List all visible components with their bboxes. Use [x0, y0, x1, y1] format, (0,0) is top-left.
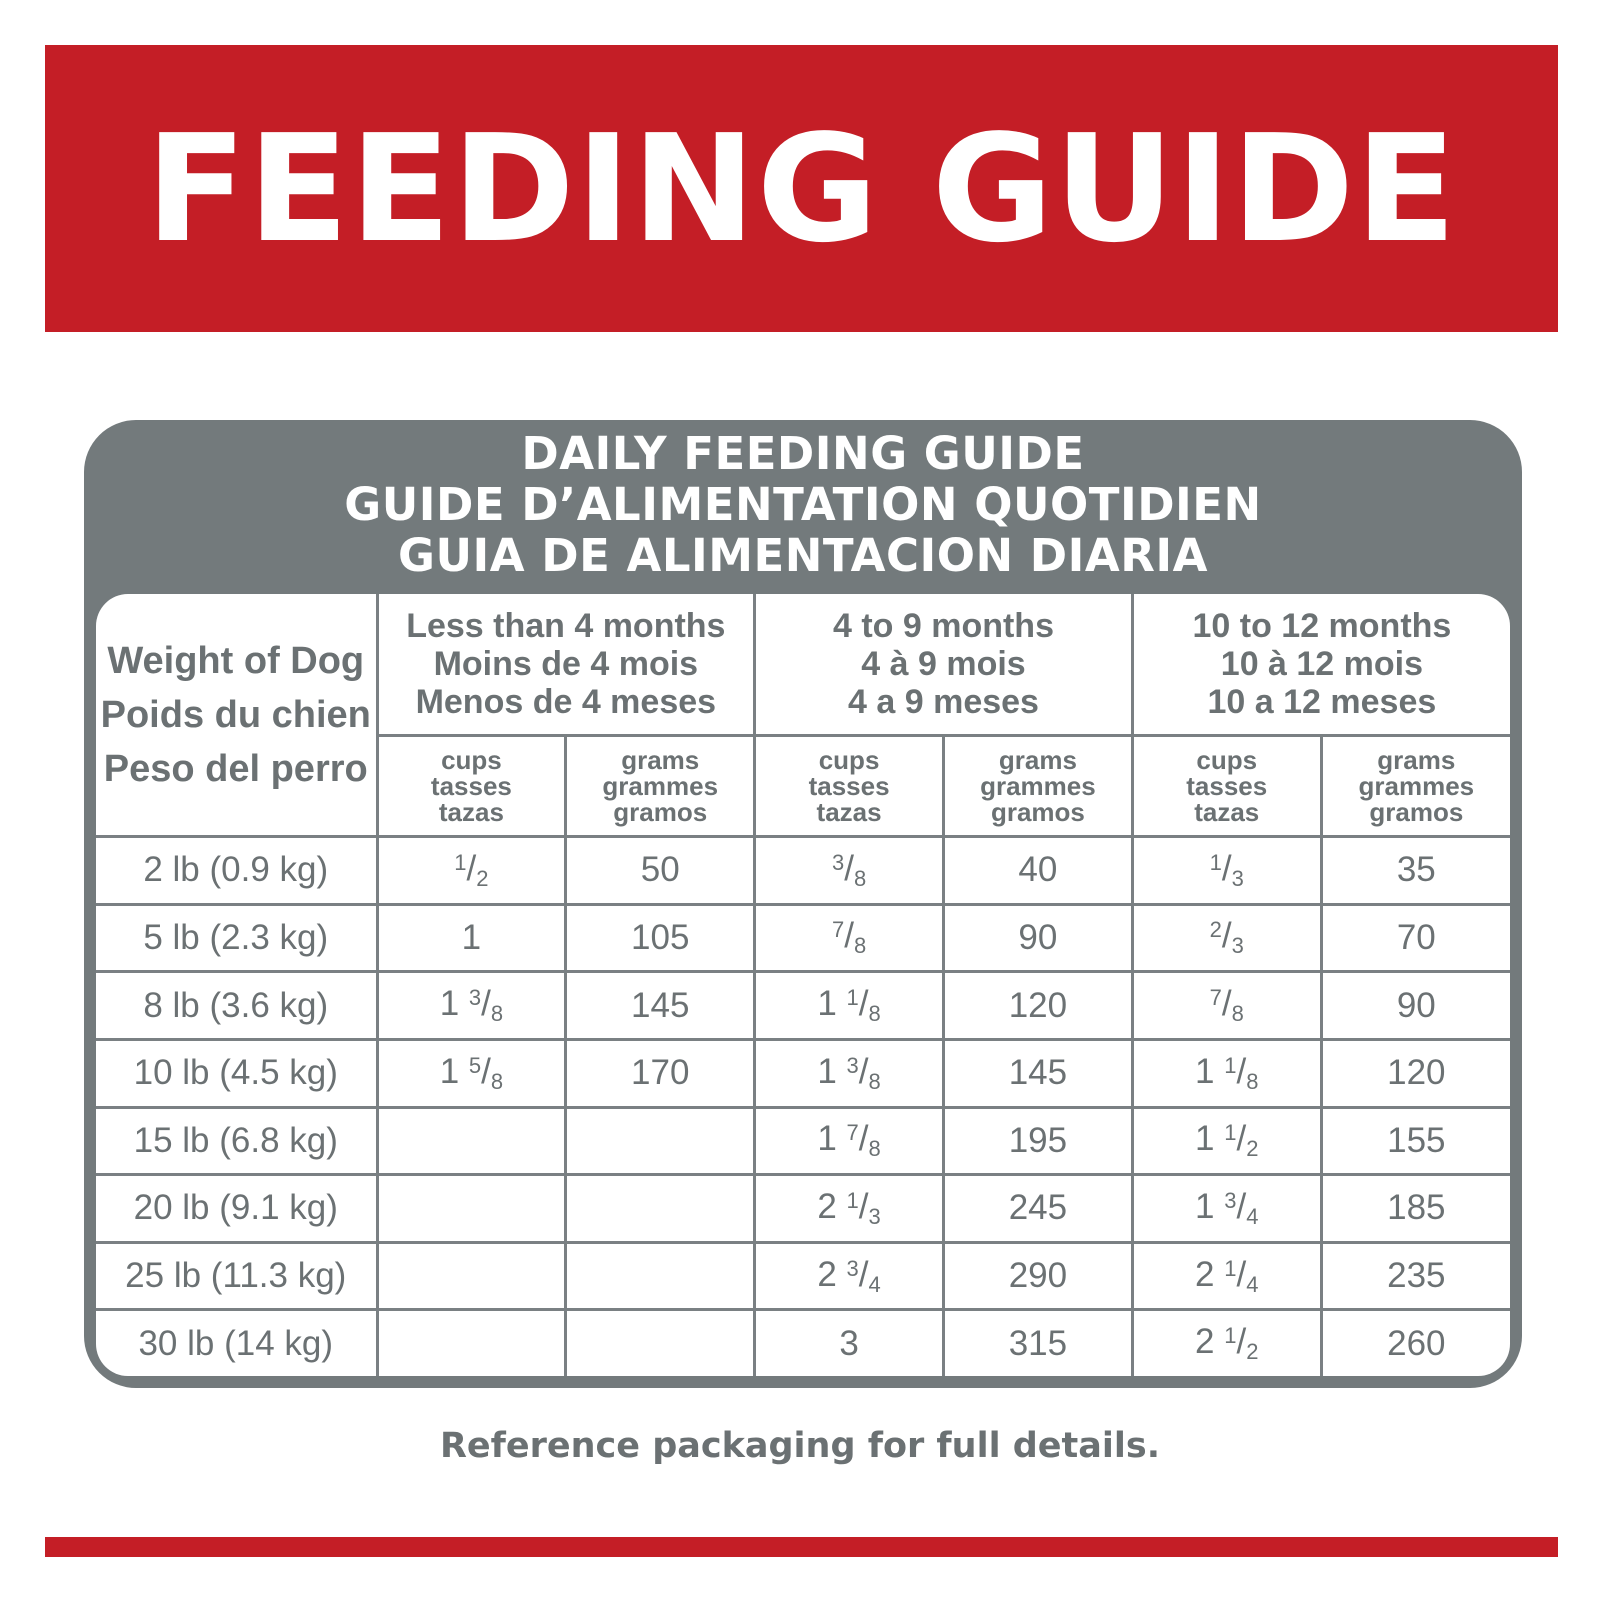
cups-cell: 1 1/2 — [1130, 1105, 1323, 1177]
cups-cell: 1 — [375, 902, 568, 974]
table-row: 5 lb (2.3 kg) 1 105 7/8 90 2/3 70 — [96, 902, 1510, 974]
cups-cell — [375, 1240, 568, 1312]
grams-cell: 245 — [941, 1173, 1134, 1244]
grams-cell: 185 — [1319, 1173, 1510, 1244]
weight-cell: 5 lb (2.3 kg) — [96, 902, 379, 974]
feeding-guide-panel: DAILY FEEDING GUIDE GUIDE D’ALIMENTATION… — [84, 420, 1522, 1388]
footer-note: Reference packaging for full details. — [439, 1426, 1161, 1466]
grams-cell: 105 — [564, 902, 757, 974]
panel-title-es: GUIA DE ALIMENTACION DIARIA — [398, 529, 1208, 582]
cups-cell: 1/3 — [1130, 836, 1323, 906]
cups-cell: 7/8 — [1130, 970, 1323, 1041]
panel-title-en: DAILY FEEDING GUIDE — [521, 427, 1085, 480]
page-title: FEEDING GUIDE — [145, 102, 1458, 275]
table-row: 8 lb (3.6 kg) 1 3/8 145 1 1/8 120 7/8 90 — [96, 970, 1510, 1041]
grams-cell: 120 — [1319, 1037, 1510, 1109]
feeding-table-body: 2 lb (0.9 kg) 1/2 50 3/8 40 1/3 35 5 lb (2.3 kg… — [96, 836, 1510, 1376]
grams-cell: 120 — [941, 970, 1134, 1041]
weight-cell: 15 lb (6.8 kg) — [96, 1105, 379, 1177]
age-header-under-4-months: Less than 4 months Moins de 4 mois Menos… — [375, 594, 757, 737]
grams-cell: 90 — [941, 902, 1134, 974]
grams-cell — [564, 1173, 757, 1244]
cups-cell: 1/2 — [375, 836, 568, 906]
cups-cell: 2/3 — [1130, 902, 1323, 974]
table-row: 20 lb (9.1 kg) 2 1/3 245 1 3/4 185 — [96, 1173, 1510, 1244]
title-banner: FEEDING GUIDE — [45, 45, 1558, 332]
table-row: 10 lb (4.5 kg) 1 5/8 170 1 3/8 145 1 1/8 120 — [96, 1037, 1510, 1109]
cups-cell: 3/8 — [753, 836, 945, 906]
unit-header-cups: cups tasses tazas — [1130, 734, 1323, 838]
grams-cell: 235 — [1319, 1240, 1510, 1312]
weight-cell: 8 lb (3.6 kg) — [96, 970, 379, 1041]
grams-cell: 35 — [1319, 836, 1510, 906]
unit-header-grams: grams grammes gramos — [564, 734, 757, 838]
age-header-10-to-12-months: 10 to 12 months 10 à 12 mois 10 a 12 mes… — [1130, 594, 1510, 737]
unit-header-cups: cups tasses tazas — [377, 734, 568, 838]
cups-cell: 7/8 — [753, 902, 945, 974]
cups-cell: 3 — [753, 1308, 945, 1376]
unit-header-grams: grams grammes gramos — [1319, 734, 1510, 838]
cups-cell: 2 1/2 — [1130, 1308, 1323, 1376]
unit-header-grams: grams grammes gramos — [941, 734, 1134, 838]
cups-cell: 1 7/8 — [753, 1105, 945, 1177]
grams-cell: 315 — [941, 1308, 1134, 1376]
weight-cell: 2 lb (0.9 kg) — [96, 836, 379, 906]
weight-header: Weight of Dog Poids du chien Peso del pe… — [96, 594, 379, 838]
weight-cell: 30 lb (14 kg) — [96, 1308, 379, 1376]
table-row: 25 lb (11.3 kg) 2 3/4 290 2 1/4 235 — [96, 1240, 1510, 1312]
weight-cell: 10 lb (4.5 kg) — [96, 1037, 379, 1109]
grams-cell — [564, 1105, 757, 1177]
grams-cell: 90 — [1319, 970, 1510, 1041]
unit-header-row: cups tasses tazas grams grammes gramos cups tas… — [96, 734, 1510, 838]
cups-cell: 1 3/8 — [753, 1037, 945, 1109]
cups-cell: 1 5/8 — [375, 1037, 568, 1109]
cups-cell — [375, 1173, 568, 1244]
grams-cell: 50 — [564, 836, 757, 906]
cups-cell: 2 3/4 — [753, 1240, 945, 1312]
grams-cell — [564, 1240, 757, 1312]
table-row: 30 lb (14 kg) 3 315 2 1/2 260 — [96, 1308, 1510, 1376]
grams-cell: 40 — [941, 836, 1134, 906]
cups-cell — [375, 1308, 568, 1376]
panel-title-fr: GUIDE D’ALIMENTATION QUOTIDIEN — [344, 478, 1262, 531]
cups-cell: 2 1/4 — [1130, 1240, 1323, 1312]
grams-cell: 260 — [1319, 1308, 1510, 1376]
cups-cell: 1 1/8 — [1130, 1037, 1323, 1109]
grams-cell: 155 — [1319, 1105, 1510, 1177]
grams-cell: 145 — [564, 970, 757, 1041]
grams-cell: 145 — [941, 1037, 1134, 1109]
age-header-4-to-9-months: 4 to 9 months 4 à 9 mois 4 a 9 meses — [753, 594, 1134, 737]
table-row: 2 lb (0.9 kg) 1/2 50 3/8 40 1/3 35 — [96, 836, 1510, 906]
unit-header-cups: cups tasses tazas — [753, 734, 945, 838]
bottom-accent-bar — [45, 1537, 1558, 1557]
panel-title: DAILY FEEDING GUIDE GUIDE D’ALIMENTATION… — [84, 428, 1522, 581]
cups-cell: 1 1/8 — [753, 970, 945, 1041]
table-row: 15 lb (6.8 kg) 1 7/8 195 1 1/2 155 — [96, 1105, 1510, 1177]
feeding-table-container: Weight of Dog Poids du chien Peso del pe… — [96, 594, 1510, 1376]
cups-cell: 2 1/3 — [753, 1173, 945, 1244]
grams-cell: 70 — [1319, 902, 1510, 974]
cups-cell: 1 3/8 — [375, 970, 568, 1041]
grams-cell: 195 — [941, 1105, 1134, 1177]
cups-cell — [375, 1105, 568, 1177]
weight-cell: 25 lb (11.3 kg) — [96, 1240, 379, 1312]
grams-cell: 290 — [941, 1240, 1134, 1312]
weight-cell: 20 lb (9.1 kg) — [96, 1173, 379, 1244]
feeding-table: Weight of Dog Poids du chien Peso del pe… — [96, 594, 1510, 1376]
grams-cell: 170 — [564, 1037, 757, 1109]
grams-cell — [564, 1308, 757, 1376]
cups-cell: 1 3/4 — [1130, 1173, 1323, 1244]
